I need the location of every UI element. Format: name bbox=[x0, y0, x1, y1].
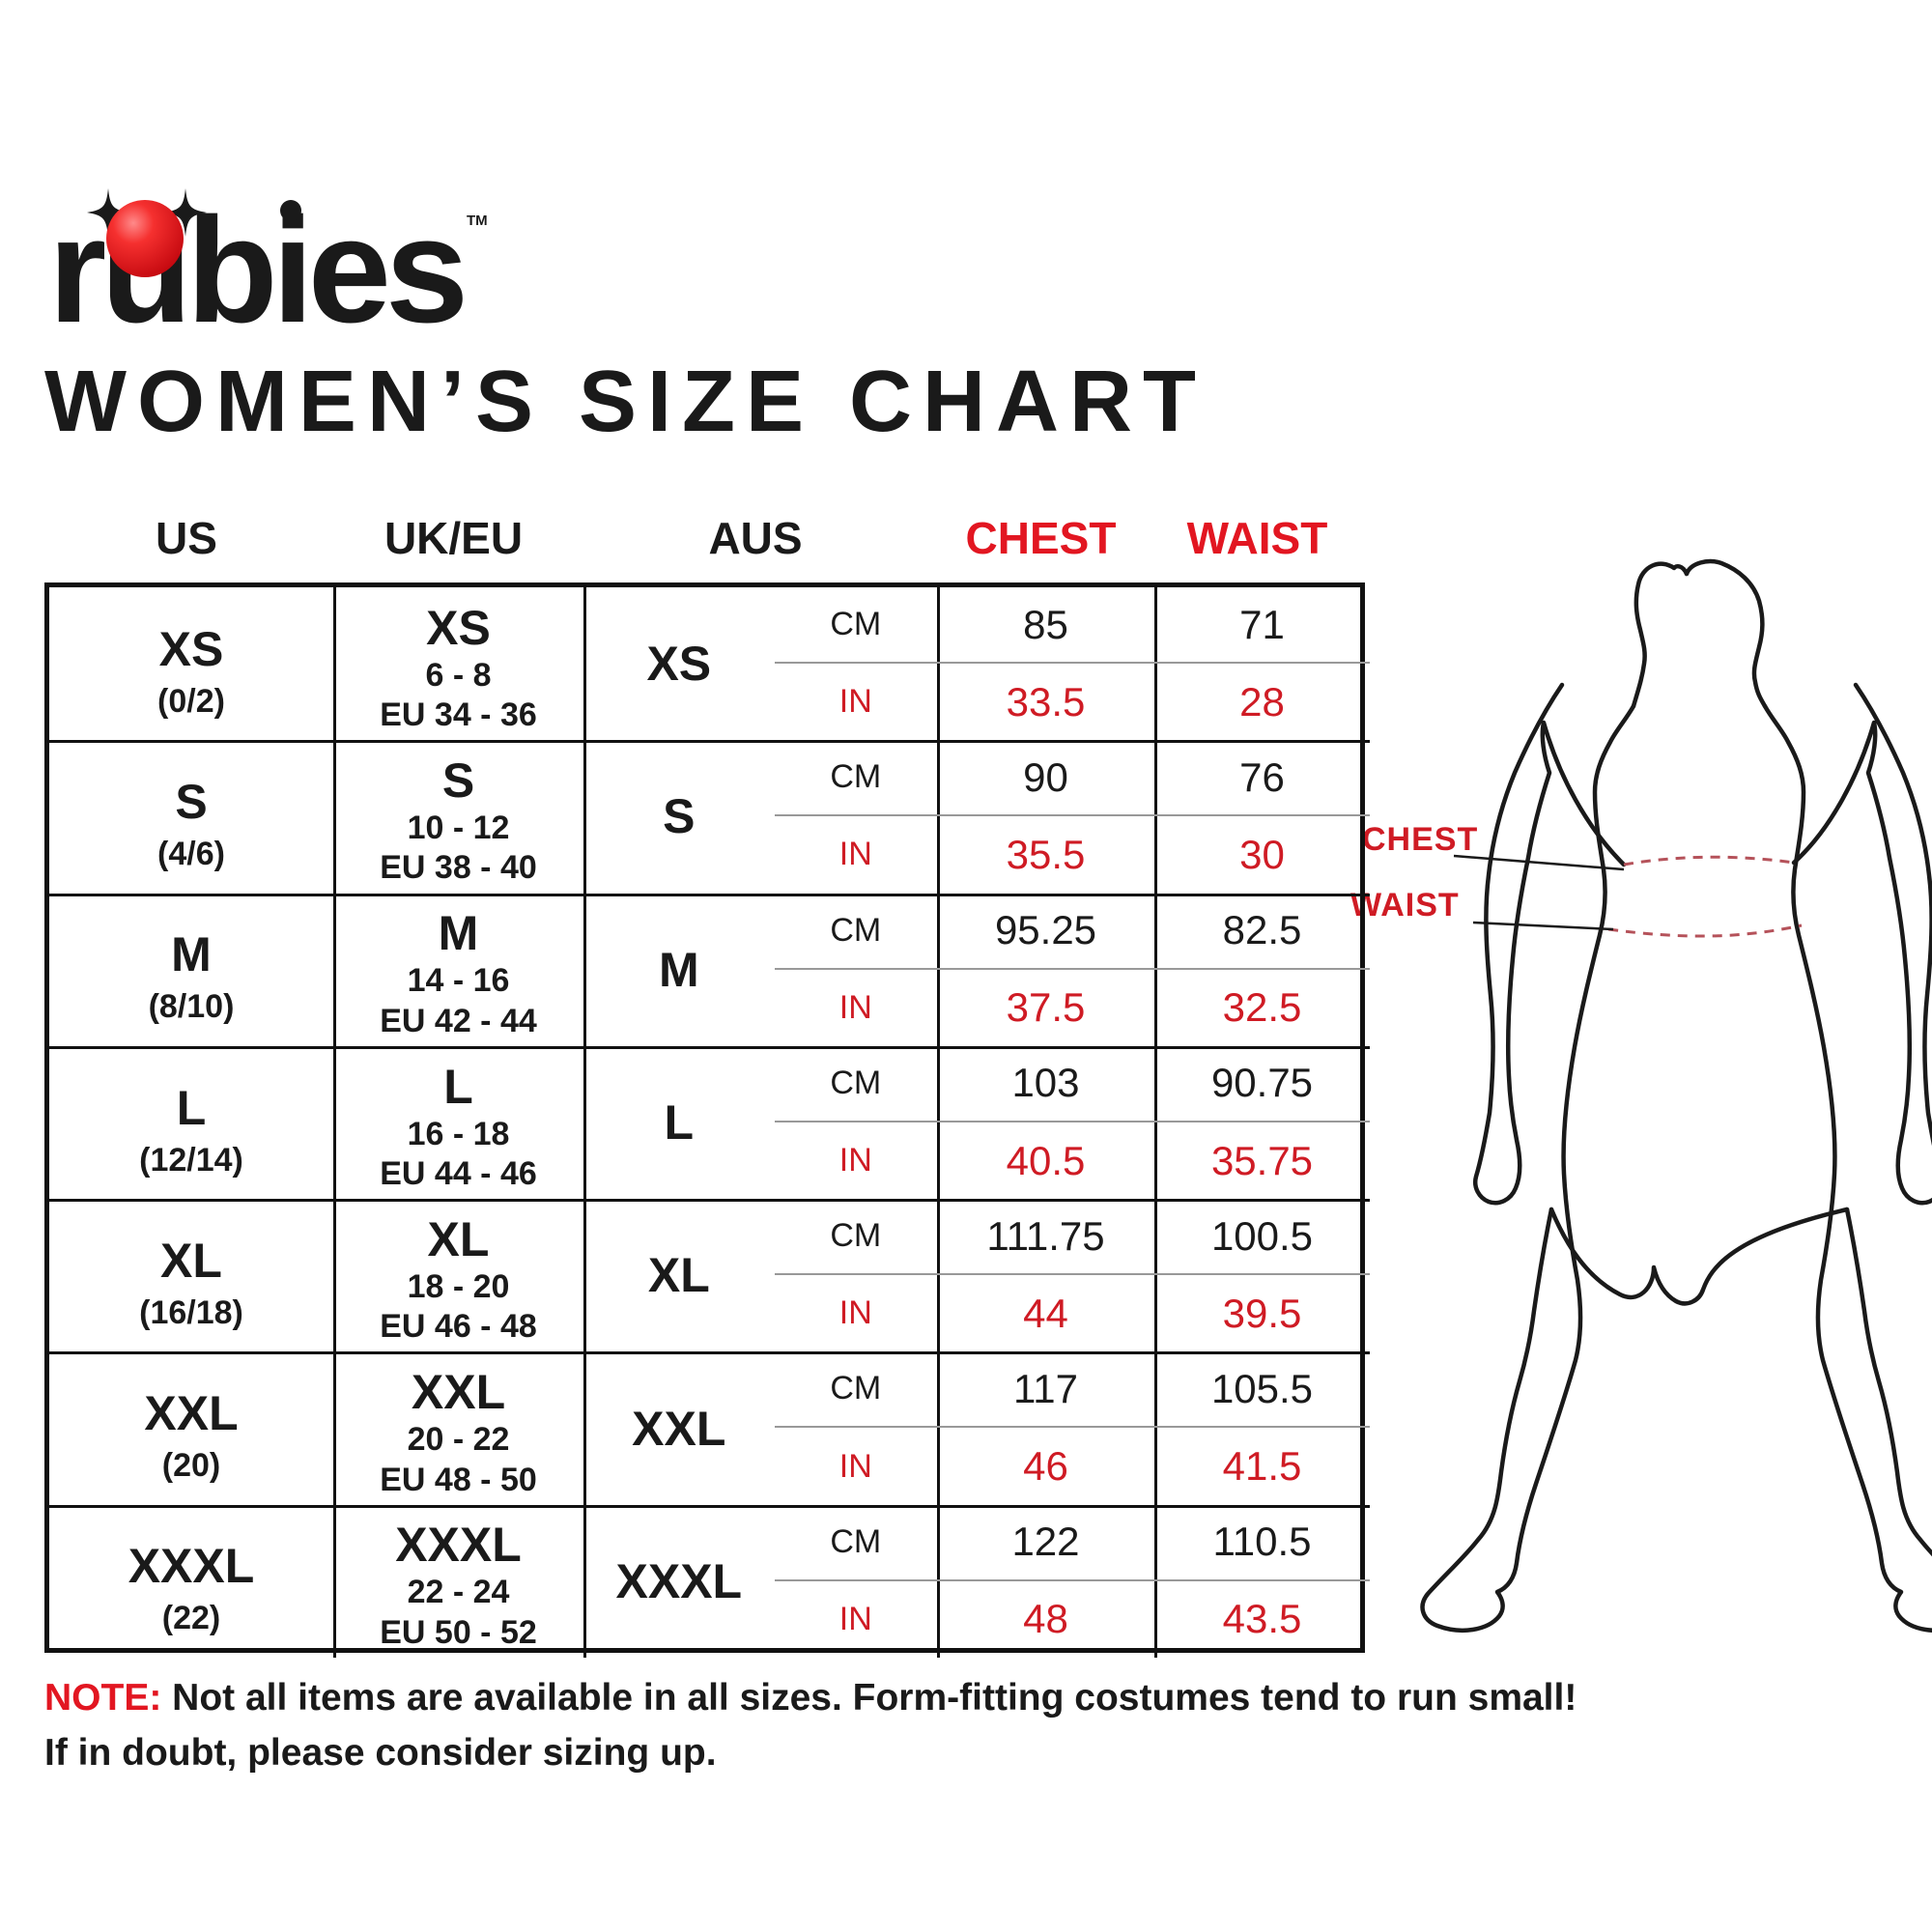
svg-text:TM: TM bbox=[467, 213, 488, 229]
